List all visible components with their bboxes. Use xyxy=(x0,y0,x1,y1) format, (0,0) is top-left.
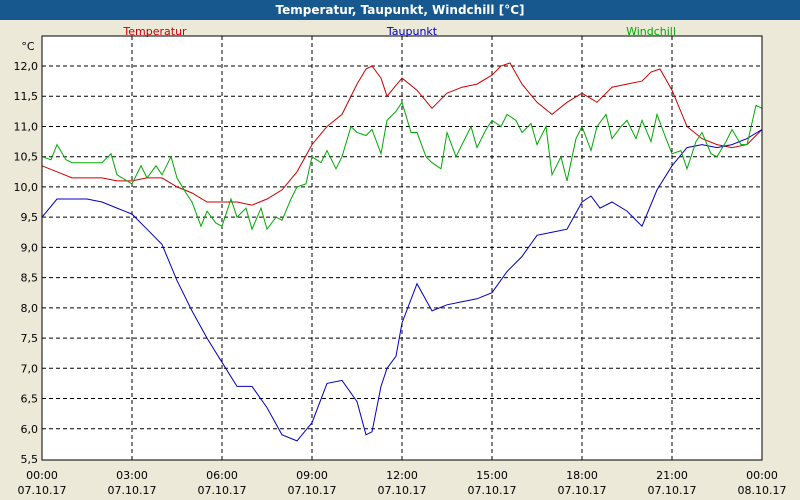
series-line-windchill xyxy=(41,101,763,231)
legend-item-windchill: Windchill xyxy=(626,25,676,38)
y-tick-label: 8,0 xyxy=(21,302,39,315)
y-tick-label: 10,0 xyxy=(14,181,39,194)
legend-item-taupunkt: Taupunkt xyxy=(386,25,438,38)
x-tick-date: 07.10.17 xyxy=(18,484,67,497)
x-tick-time: 15:00 xyxy=(476,469,508,482)
y-tick-label: 8,5 xyxy=(21,272,39,285)
x-tick-date: 07.10.17 xyxy=(468,484,517,497)
x-tick-date: 08.10.17 xyxy=(738,484,787,497)
x-tick-date: 07.10.17 xyxy=(108,484,157,497)
x-tick-time: 18:00 xyxy=(566,469,598,482)
x-tick-time: 00:00 xyxy=(26,469,58,482)
legend-item-temperatur: Temperatur xyxy=(122,25,187,38)
y-tick-label: 12,0 xyxy=(14,60,39,73)
chart-title: Temperatur, Taupunkt, Windchill [°C] xyxy=(0,0,800,20)
y-tick-label: 10,5 xyxy=(14,151,39,164)
y-axis-label: °C xyxy=(21,40,35,53)
y-tick-label: 7,0 xyxy=(21,362,39,375)
y-tick-label: 11,0 xyxy=(14,120,39,133)
y-tick-label: 5,5 xyxy=(21,453,39,466)
x-tick-date: 07.10.17 xyxy=(198,484,247,497)
y-tick-label: 9,0 xyxy=(21,241,39,254)
x-tick-time: 09:00 xyxy=(296,469,328,482)
x-tick-date: 07.10.17 xyxy=(648,484,697,497)
y-tick-label: 6,0 xyxy=(21,423,39,436)
y-tick-label: 9,5 xyxy=(21,211,39,224)
series-line-temperatur xyxy=(41,62,763,206)
y-tick-label: 6,5 xyxy=(21,393,39,406)
series-line-taupunkt xyxy=(41,129,763,442)
x-tick-date: 07.10.17 xyxy=(288,484,337,497)
x-tick-time: 12:00 xyxy=(386,469,418,482)
x-tick-time: 06:00 xyxy=(206,469,238,482)
y-tick-label: 11,5 xyxy=(14,90,39,103)
y-tick-label: 7,5 xyxy=(21,332,39,345)
x-tick-time: 03:00 xyxy=(116,469,148,482)
x-tick-date: 07.10.17 xyxy=(558,484,607,497)
x-tick-time: 00:00 xyxy=(746,469,778,482)
plot-border xyxy=(41,35,763,461)
x-tick-date: 07.10.17 xyxy=(378,484,427,497)
x-tick-time: 21:00 xyxy=(656,469,688,482)
